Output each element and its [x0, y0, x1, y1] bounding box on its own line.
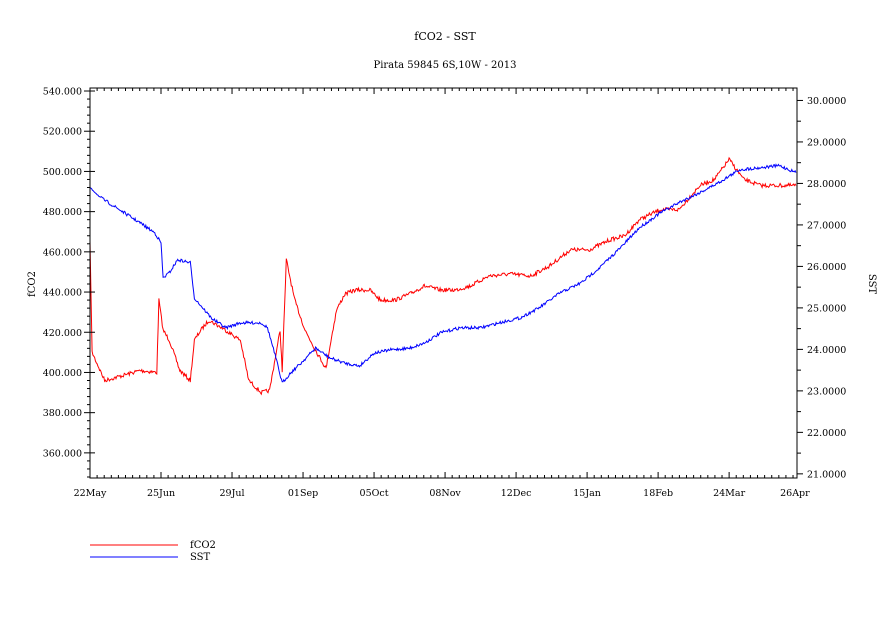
x-tick-label: 24Mar: [713, 488, 745, 499]
y-tick-label: 400.000: [43, 368, 82, 379]
y-tick-label: 440.000: [43, 288, 82, 299]
legend-label-fco2: fCO2: [190, 540, 216, 551]
y2-tick-label: 22.0000: [807, 428, 846, 439]
x-tick-label: 29Jul: [219, 488, 244, 499]
y2-tick-label: 27.0000: [807, 220, 846, 231]
y-tick-label: 540.000: [43, 87, 82, 98]
x-tick-label: 25Jun: [147, 488, 175, 499]
x-tick-label: 18Feb: [643, 488, 673, 499]
y-axis-label: fCO2: [27, 271, 38, 297]
series-layer: [89, 156, 797, 396]
chart-subtitle: Pirata 59845 6S,10W - 2013: [373, 60, 516, 71]
y-tick-label: 420.000: [43, 328, 82, 339]
y-tick-label: 480.000: [43, 207, 82, 218]
y2-tick-label: 21.0000: [807, 469, 846, 480]
y2-axis-label: SST: [866, 274, 877, 295]
chart-title: fCO2 - SST: [414, 30, 476, 43]
y2-tick-label: 30.0000: [807, 96, 846, 107]
series-line-sst: [89, 163, 797, 383]
y2-tick-label: 23.0000: [807, 386, 846, 397]
y2-tick-label: 29.0000: [807, 137, 846, 148]
axes-layer: 22May 25Jun 29Jul 01Sep 05Oct 08Nov 12Dec 15Jan…: [43, 87, 847, 499]
y2-tick-label: 24.0000: [807, 345, 846, 356]
x-tick-label: 01Sep: [288, 488, 318, 499]
y-tick-label: 360.000: [43, 448, 82, 459]
x-tick-label: 05Oct: [360, 488, 389, 499]
plot-frame: [89, 87, 798, 479]
x-tick-label: 08Nov: [429, 488, 461, 499]
y-tick-label: 520.000: [43, 127, 82, 138]
x-tick-label: 26Apr: [780, 488, 810, 499]
x-tick-label: 12Dec: [501, 488, 532, 499]
legend: fCO2 SST: [90, 540, 216, 563]
y2-tick-label: 28.0000: [807, 179, 846, 190]
y-tick-label: 460.000: [43, 247, 82, 258]
series-line-fco2: [89, 156, 797, 396]
y2-tick-label: 26.0000: [807, 262, 846, 273]
x-tick-label: 22May: [74, 488, 107, 499]
y2-tick-label: 25.0000: [807, 303, 846, 314]
y-tick-label: 380.000: [43, 408, 82, 419]
y-tick-label: 500.000: [43, 167, 82, 178]
x-tick-label: 15Jan: [573, 488, 601, 499]
legend-label-sst: SST: [190, 552, 211, 563]
